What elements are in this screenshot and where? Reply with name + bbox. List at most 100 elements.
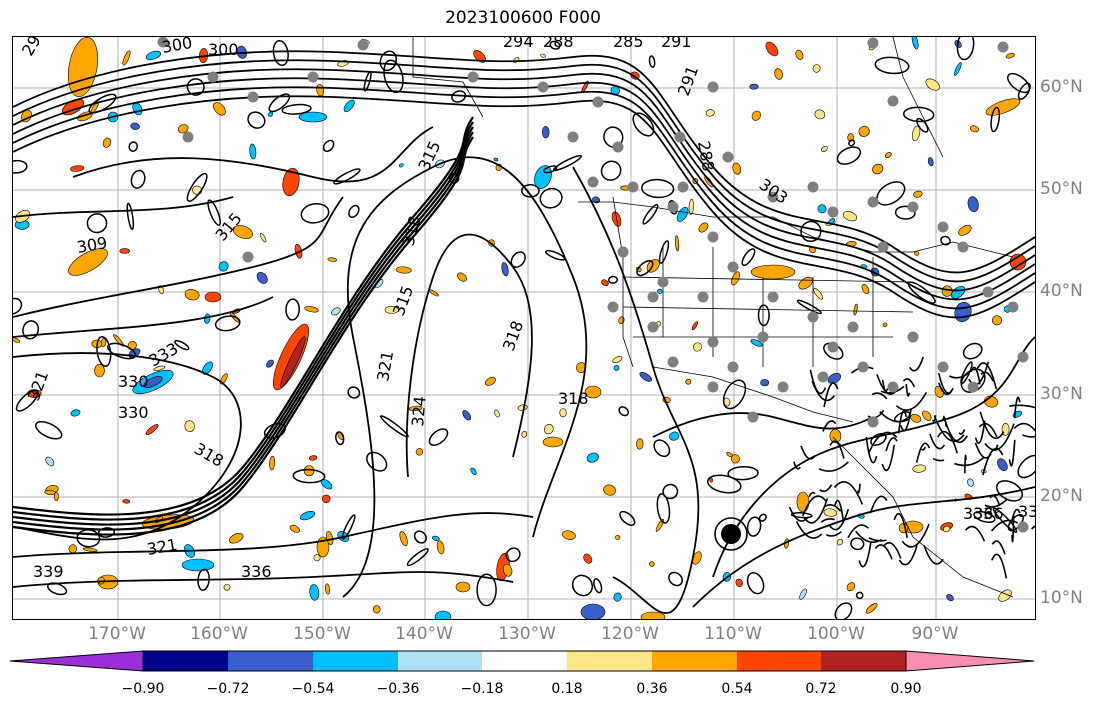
vorticity-blob (45, 456, 55, 467)
contour-loop (545, 249, 566, 261)
contour-loop (571, 574, 594, 597)
contour-loop (1017, 82, 1031, 100)
contour-label: 324 (408, 395, 430, 427)
vorticity-blob (912, 464, 927, 473)
boundary-line (578, 201, 1014, 258)
vorticity-blob (967, 478, 974, 487)
colorbar-segment (567, 651, 652, 671)
contour-loop (593, 578, 603, 594)
vorticity-fills (13, 37, 1027, 619)
contour-line (834, 499, 845, 522)
contour-label: 330 (118, 403, 149, 422)
contour-loop (746, 572, 765, 595)
contour-line (879, 411, 910, 423)
contour-line (902, 378, 916, 388)
vorticity-blob (796, 491, 810, 513)
longitude-label: 150°W (293, 624, 351, 644)
latitude-label: 10°N (1040, 588, 1083, 608)
contour-label: 318 (399, 214, 425, 248)
vorticity-blob (731, 271, 741, 286)
vorticity-blob (750, 339, 763, 347)
station-dot (817, 371, 829, 383)
vorticity-blob (692, 342, 703, 352)
contour-loop (992, 507, 1018, 533)
contour-label: 336 (963, 504, 994, 523)
contour-loop (916, 117, 929, 133)
vorticity-blob (636, 438, 644, 450)
longitude-label: 130°W (498, 624, 556, 644)
contour-line (342, 156, 588, 598)
vorticity-blob (320, 478, 333, 490)
vorticity-blob (473, 50, 487, 63)
vorticity-blob (853, 303, 858, 316)
station-dot (707, 381, 719, 393)
colorbar-tick-label: 0.72 (805, 681, 837, 697)
vorticity-blob (691, 321, 699, 331)
vorticity-blob (751, 110, 761, 121)
contour-label: 318 (558, 389, 589, 408)
contour-label: 315 (414, 138, 444, 174)
station-dot (777, 381, 789, 393)
station-dot (207, 71, 219, 83)
station-dot (657, 276, 669, 288)
contour-line (13, 131, 474, 531)
vorticity-blob (618, 316, 625, 325)
vorticity-blob (512, 57, 520, 63)
contour-line (788, 506, 809, 522)
contour-line (921, 446, 927, 451)
vorticity-blob (484, 377, 496, 386)
contour-line (880, 385, 905, 394)
contour-loop (300, 202, 330, 224)
contour-loop (263, 422, 286, 439)
contour-line (976, 362, 998, 390)
vorticity-blob (299, 511, 316, 521)
station-dot (827, 341, 839, 353)
station-dot (937, 361, 949, 373)
contour-loop (22, 320, 40, 340)
station-dot (607, 301, 619, 313)
station-dot (997, 41, 1009, 53)
contour-line (829, 440, 845, 459)
contour-loop (850, 537, 865, 551)
contour-line (1031, 525, 1035, 530)
contour-loop (902, 106, 935, 123)
vorticity-blob (580, 603, 606, 619)
contour-loop (130, 169, 146, 189)
contour-loop (379, 415, 409, 438)
station-dot (567, 131, 579, 143)
contour-line (885, 437, 898, 452)
contour-loop (758, 513, 767, 522)
contour-loop (292, 468, 326, 484)
vorticity-blob (177, 124, 189, 134)
vorticity-blob (68, 248, 108, 276)
contour-line (13, 50, 1035, 274)
vorticity-blob (457, 272, 467, 282)
contour-label: 321 (145, 535, 178, 559)
contour-label: 321 (24, 368, 52, 403)
contour-loop (97, 527, 116, 538)
contour-loop (128, 141, 139, 152)
colorbar-segment (228, 651, 313, 671)
contour-loop (956, 37, 975, 61)
vorticity-blob (395, 266, 412, 274)
station-dot (767, 291, 779, 303)
contour-line (923, 545, 944, 565)
contour-line (982, 447, 1004, 476)
vorticity-blob (858, 125, 870, 137)
vorticity-blob (613, 592, 622, 602)
contour-loop (333, 168, 361, 185)
vorticity-blob (1012, 410, 1023, 418)
contour-line (932, 415, 937, 422)
station-dot (807, 181, 819, 193)
contour-line (989, 494, 1001, 506)
contour-label: 330 (118, 372, 149, 391)
station-dot (247, 91, 259, 103)
contour-line (811, 380, 836, 402)
contour-line (898, 545, 918, 566)
contour-loop (727, 466, 759, 481)
station-dot (907, 201, 919, 213)
vorticity-blob (586, 452, 599, 463)
vorticity-blob (865, 603, 878, 614)
contour-line (954, 457, 985, 467)
vorticity-blob (821, 145, 828, 152)
